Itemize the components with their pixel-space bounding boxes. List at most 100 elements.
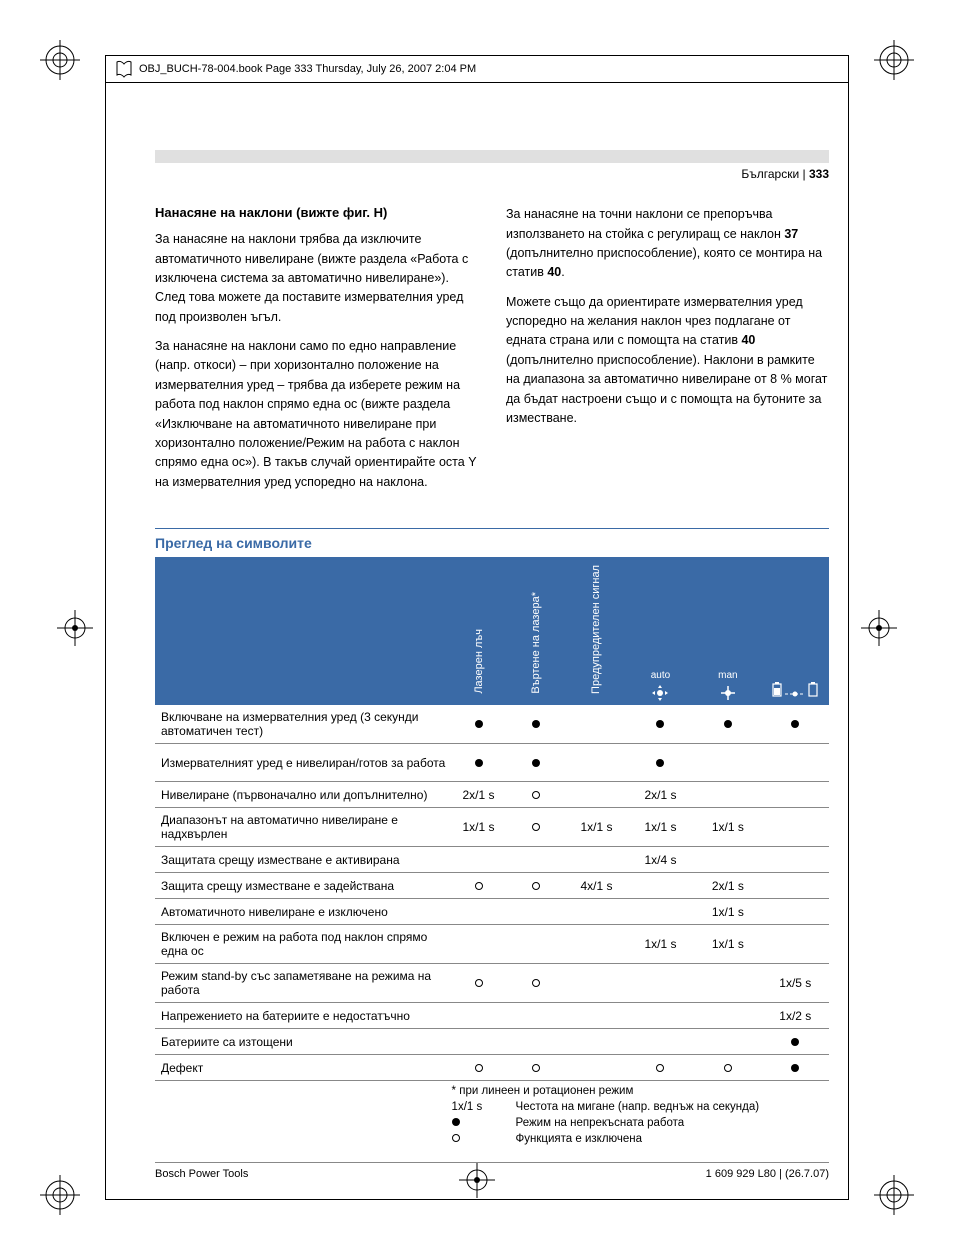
row-label: Защита срещу изместване е задействана — [155, 873, 452, 899]
cell — [694, 1029, 761, 1055]
table-row: Автоматичното нивелиране е изключено 1x/1… — [155, 899, 829, 925]
paragraph: За нанасяне на точни наклони се препоръч… — [506, 205, 829, 283]
dot-icon — [791, 1064, 799, 1072]
legend-value: Функцията е изключена — [516, 1133, 643, 1145]
cell — [566, 705, 627, 744]
row-label: Измервателният уред е нивелиран/готов за… — [155, 744, 452, 782]
cell — [566, 744, 627, 782]
dot-icon — [532, 720, 540, 728]
table-row: Батериите са изтощени — [155, 1029, 829, 1055]
symbols-table: Лазерен лъч Въртене на лазера* Предупред… — [155, 557, 829, 1081]
paragraph: За нанасяне на наклони само по едно напр… — [155, 337, 478, 492]
cell: 1x/4 s — [627, 847, 694, 873]
paragraph: Можете също да ориентирате измервателния… — [506, 293, 829, 429]
cell — [627, 744, 694, 782]
table-row: Защита срещу изместване е задействана 4x/… — [155, 873, 829, 899]
dot-icon — [724, 720, 732, 728]
table-row: Дефект — [155, 1055, 829, 1081]
section-title: Нанасяне на наклони (вижте фиг. H) — [155, 205, 478, 220]
legend-note: * при линеен и ротационен режим — [452, 1085, 829, 1097]
legend-key: 1x/1 s — [452, 1101, 496, 1113]
legend-value: Режим на непрекъсната работа — [516, 1117, 685, 1129]
table-row: Напрежението на батериите е недостатъчно… — [155, 1003, 829, 1029]
cell — [566, 782, 627, 808]
dot-icon — [475, 759, 483, 767]
row-label: Включване на измервателния уред (3 секун… — [155, 705, 452, 744]
table-row: Защитата срещу изместване е активирана1x… — [155, 847, 829, 873]
cell — [627, 1003, 694, 1029]
cell — [452, 873, 506, 899]
cell: 2x/1 s — [452, 782, 506, 808]
table-legend: * при линеен и ротационен режим 1x/1 s Ч… — [155, 1085, 829, 1145]
cell: 2x/1 s — [627, 782, 694, 808]
cell: 4x/1 s — [566, 873, 627, 899]
man-arrows-icon — [720, 685, 736, 701]
cell: 2x/1 s — [694, 873, 761, 899]
table-header: man — [694, 557, 761, 705]
cell — [694, 705, 761, 744]
table-row: Диапазонът на автоматично нивелиране е н… — [155, 808, 829, 847]
cell — [505, 925, 566, 964]
ring-icon — [656, 1064, 664, 1072]
cell: 1x/1 s — [694, 808, 761, 847]
dot-icon — [452, 1118, 460, 1126]
legend-value: Честота на мигане (напр. веднъж на секун… — [516, 1101, 760, 1113]
table-header: Лазерен лъч — [452, 557, 506, 705]
legend-key — [452, 1117, 496, 1129]
cell — [452, 925, 506, 964]
dot-icon — [791, 1038, 799, 1046]
cell — [452, 899, 506, 925]
cell — [762, 899, 829, 925]
cell — [762, 925, 829, 964]
cell — [627, 964, 694, 1003]
cell — [627, 705, 694, 744]
cell — [505, 1029, 566, 1055]
table-row: Измервателният уред е нивелиран/готов за… — [155, 744, 829, 782]
row-label: Автоматичното нивелиране е изключено — [155, 899, 452, 925]
book-icon — [115, 60, 133, 78]
cell — [505, 899, 566, 925]
cell — [762, 847, 829, 873]
cell — [762, 1055, 829, 1081]
ring-icon — [532, 1064, 540, 1072]
cell — [452, 847, 506, 873]
cell — [566, 964, 627, 1003]
cell — [694, 847, 761, 873]
dot-icon — [656, 759, 664, 767]
table-row: Нивелиране (първоначално или допълнителн… — [155, 782, 829, 808]
cell — [505, 873, 566, 899]
row-label: Дефект — [155, 1055, 452, 1081]
registration-target-icon — [55, 608, 95, 648]
cell — [627, 1029, 694, 1055]
dot-icon — [656, 720, 664, 728]
cell: 1x/1 s — [627, 925, 694, 964]
cell — [627, 1055, 694, 1081]
table-header: Предупредите­лен сигнал — [566, 557, 627, 705]
cell — [694, 744, 761, 782]
cell — [566, 1003, 627, 1029]
ring-icon — [724, 1064, 732, 1072]
page-number: Български | 333 — [155, 167, 829, 181]
ring-icon — [532, 882, 540, 890]
registration-mark-icon — [874, 40, 914, 80]
cell — [505, 705, 566, 744]
footer-right: 1 609 929 L80 | (26.7.07) — [706, 1168, 829, 1180]
row-label: Включен е режим на работа под наклон спр… — [155, 925, 452, 964]
cell — [505, 744, 566, 782]
cell — [452, 744, 506, 782]
registration-mark-icon — [874, 1175, 914, 1215]
cell — [505, 808, 566, 847]
cell: 1x/1 s — [694, 899, 761, 925]
cell — [452, 1055, 506, 1081]
cell — [762, 873, 829, 899]
table-header — [762, 557, 829, 705]
cell — [762, 705, 829, 744]
cell — [505, 847, 566, 873]
auto-arrows-icon — [652, 685, 668, 701]
ring-icon — [532, 979, 540, 987]
cell — [694, 1003, 761, 1029]
cell — [694, 782, 761, 808]
registration-mark-icon — [40, 40, 80, 80]
cell — [505, 782, 566, 808]
row-label: Напрежението на батериите е недостатъчно — [155, 1003, 452, 1029]
